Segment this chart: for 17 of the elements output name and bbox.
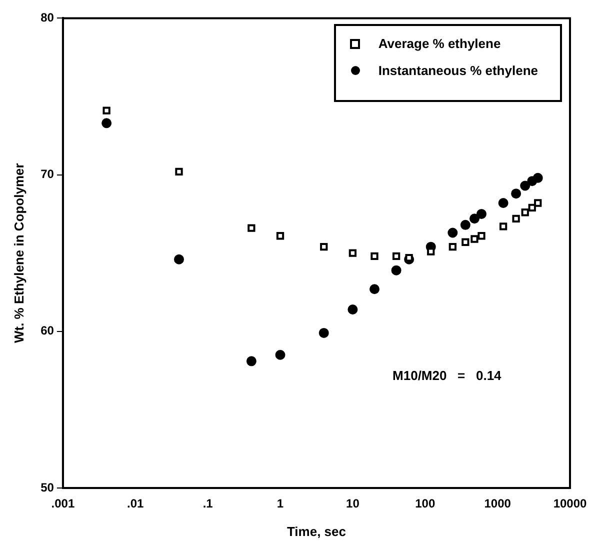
- x-tick-label: 1: [276, 496, 284, 511]
- x-tick-label: 10000: [553, 496, 588, 511]
- x-tick-label: 10: [346, 496, 360, 511]
- y-tick-label: 50: [40, 480, 54, 494]
- y-tick-label: 60: [40, 324, 54, 338]
- x-tick-label: .01: [127, 496, 144, 511]
- x-tick-label: .1: [202, 496, 214, 511]
- y-tick-label: 80: [40, 10, 54, 25]
- x-tick-label: 1000: [484, 496, 512, 511]
- y-tick-label: 70: [40, 167, 54, 182]
- x-axis-title: Time, sec: [286, 524, 346, 539]
- legend-label: Instantaneous % ethylene: [378, 63, 538, 78]
- x-tick-label: .001: [51, 496, 75, 511]
- legend-label: Average % ethylene: [378, 36, 501, 51]
- y-axis-title: Wt. % Ethylene in Copolymer: [11, 163, 26, 344]
- annotation: M10/M20 = 0.14: [392, 368, 502, 383]
- x-tick-label: 100: [415, 496, 436, 511]
